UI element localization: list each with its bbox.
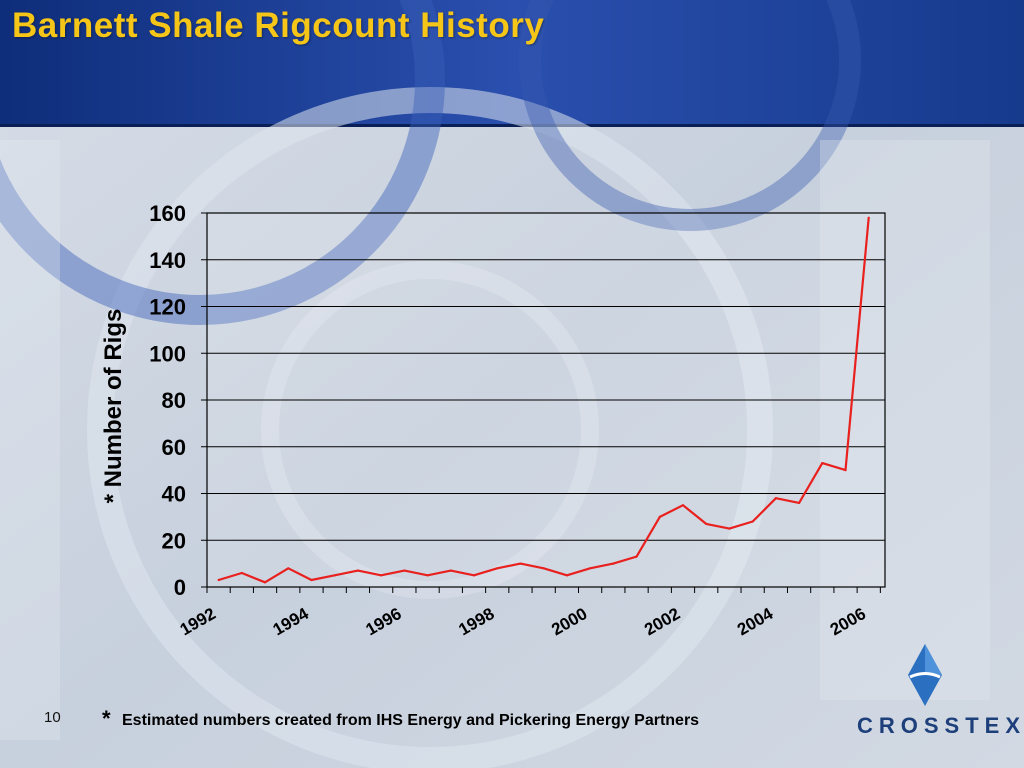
y-tick-label: 0 [174, 575, 186, 600]
data-point [681, 504, 685, 507]
y-tick-label: 80 [162, 388, 186, 413]
data-point [751, 520, 754, 523]
data-point [472, 574, 476, 577]
data-point [565, 574, 568, 577]
data-point [496, 567, 499, 570]
data-point [380, 574, 383, 577]
x-tick-label: 2004 [734, 604, 777, 640]
data-point [797, 501, 801, 504]
y-tick-label: 20 [162, 528, 186, 553]
x-tick-label: 2002 [641, 604, 683, 639]
data-point [542, 567, 545, 570]
x-tick-label: 1992 [177, 604, 219, 639]
x-tick-label: 1996 [362, 604, 404, 639]
data-point [867, 216, 870, 219]
data-point [774, 497, 777, 500]
footnote: Estimated numbers created from IHS Energ… [122, 712, 700, 729]
data-point [519, 562, 522, 565]
crosstex-logo-icon [908, 644, 942, 706]
data-point [240, 571, 243, 575]
data-point [449, 569, 452, 572]
data-point [403, 569, 406, 572]
data-point [263, 581, 267, 584]
y-tick-label: 60 [162, 435, 186, 460]
data-point [217, 578, 220, 582]
footnote-mark: * [102, 706, 111, 731]
x-tick-label: 1998 [455, 604, 497, 639]
data-point [287, 567, 290, 570]
data-point [705, 522, 708, 525]
data-point [658, 515, 661, 518]
y-tick-label: 120 [149, 295, 186, 320]
data-point [333, 574, 336, 577]
x-tick-label: 2000 [548, 604, 590, 639]
x-tick-label: 1994 [270, 604, 313, 640]
y-tick-label: 160 [149, 201, 186, 226]
y-tick-label: 40 [162, 482, 186, 507]
data-point [426, 574, 429, 577]
data-point [310, 578, 313, 582]
slide-title: Barnett Shale Rigcount History [12, 6, 545, 45]
data-point [821, 462, 824, 465]
y-tick-label: 140 [149, 248, 186, 273]
data-point [356, 569, 360, 572]
data-point [635, 555, 638, 558]
data-point [728, 527, 731, 530]
x-tick-label: 2006 [827, 604, 869, 639]
data-point [612, 562, 615, 565]
crosstex-logo-text: CROSSTEX [857, 713, 1024, 738]
y-tick-label: 100 [149, 341, 186, 366]
slide-number: 10 [44, 709, 61, 726]
data-point [589, 567, 592, 570]
data-point [844, 469, 847, 472]
y-axis-label: * Number of Rigs [100, 309, 127, 504]
